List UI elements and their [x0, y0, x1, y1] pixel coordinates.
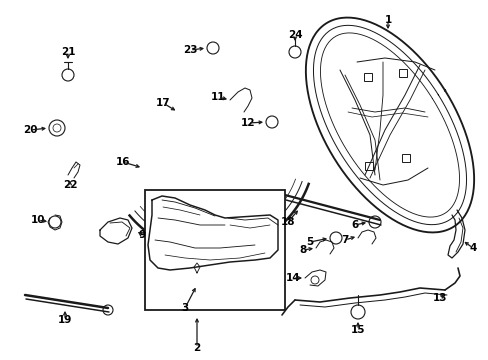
Text: 23: 23 [183, 45, 197, 55]
Text: 24: 24 [287, 30, 302, 40]
Text: 21: 21 [61, 47, 75, 57]
Text: 2: 2 [193, 343, 200, 353]
Text: 22: 22 [62, 180, 77, 190]
Text: 8: 8 [299, 245, 306, 255]
Text: 20: 20 [23, 125, 37, 135]
Text: 4: 4 [468, 243, 476, 253]
Text: 18: 18 [280, 217, 295, 227]
Text: 15: 15 [350, 325, 365, 335]
Text: 5: 5 [306, 237, 313, 247]
Text: 16: 16 [116, 157, 130, 167]
Text: 12: 12 [240, 118, 255, 128]
Text: 19: 19 [58, 315, 72, 325]
Text: 9: 9 [138, 230, 145, 240]
Text: 11: 11 [210, 92, 225, 102]
Text: 7: 7 [341, 235, 348, 245]
Text: 10: 10 [31, 215, 45, 225]
Bar [401, 154, 409, 162]
Text: 3: 3 [181, 303, 188, 313]
Bar [398, 69, 406, 77]
Bar [364, 162, 372, 170]
Text: 13: 13 [432, 293, 447, 303]
Bar [363, 73, 371, 81]
Text: 14: 14 [285, 273, 300, 283]
Text: 17: 17 [155, 98, 170, 108]
Bar [145, 190, 285, 310]
Text: 1: 1 [384, 15, 391, 25]
Text: 6: 6 [351, 220, 358, 230]
